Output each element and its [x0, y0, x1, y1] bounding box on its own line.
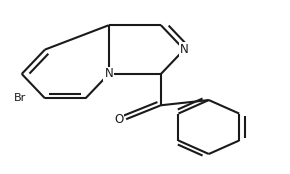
- Text: O: O: [114, 113, 124, 126]
- Text: N: N: [104, 68, 113, 80]
- Text: N: N: [180, 43, 189, 56]
- Text: Br: Br: [14, 93, 26, 103]
